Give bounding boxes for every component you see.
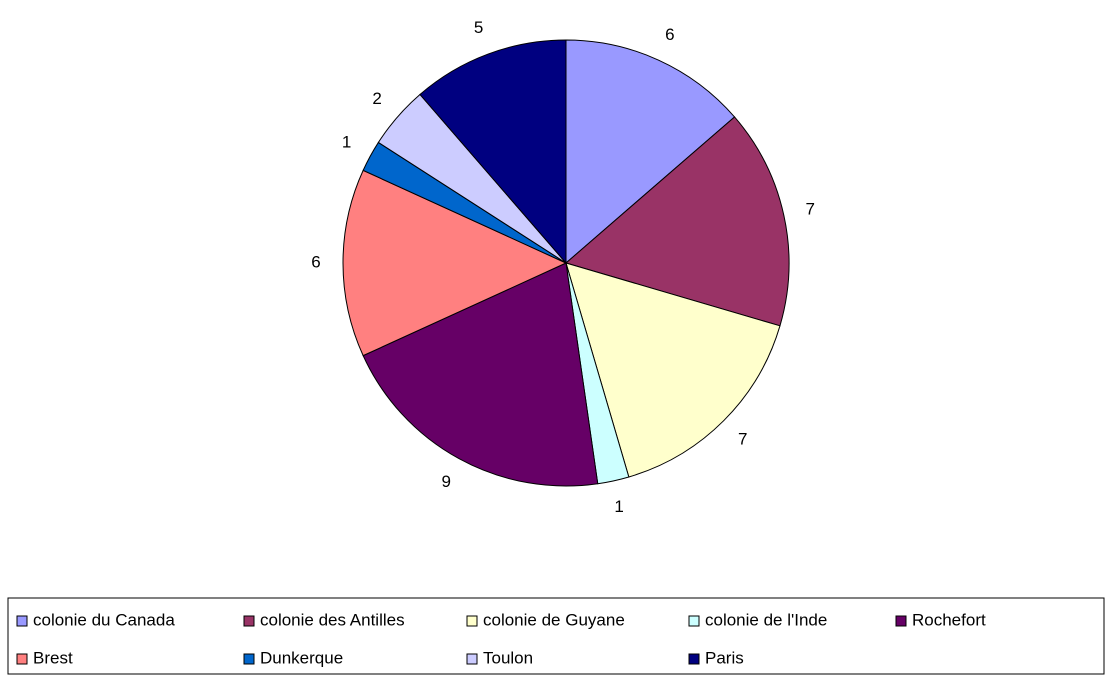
legend-label: colonie des Antilles [260, 610, 405, 629]
legend-swatch [466, 653, 478, 665]
legend-swatch [688, 653, 700, 665]
data-label: 1 [614, 497, 623, 516]
pie-slice [565, 262, 781, 478]
data-label: 7 [806, 199, 815, 218]
legend-swatch [243, 615, 255, 627]
data-label: 7 [738, 429, 747, 448]
legend-swatch [895, 615, 907, 627]
data-label: 6 [311, 252, 320, 271]
legend-box [7, 597, 1105, 675]
legend-label: colonie de Guyane [483, 610, 625, 629]
data-label: 5 [474, 18, 483, 37]
legend-swatch [16, 653, 28, 665]
legend-label: Brest [33, 648, 73, 667]
pie-slice [419, 39, 567, 265]
legend-swatch [466, 615, 478, 627]
data-label: 6 [665, 25, 674, 44]
pie-slice [342, 169, 568, 357]
data-label: 2 [372, 89, 381, 108]
data-label: 1 [342, 133, 351, 152]
legend-swatch [688, 615, 700, 627]
legend-label: Paris [705, 648, 744, 667]
legend-label: colonie du Canada [33, 610, 175, 629]
legend-label: colonie de l'Inde [705, 610, 827, 629]
legend-label: Dunkerque [260, 648, 343, 667]
pie-slice [565, 39, 736, 265]
data-label: 9 [441, 472, 450, 491]
legend-swatch [243, 653, 255, 665]
legend-swatch [16, 615, 28, 627]
pie-slice [362, 262, 599, 487]
legend-label: Rochefort [912, 610, 986, 629]
pie-slice [564, 116, 790, 327]
legend-label: Toulon [483, 648, 533, 667]
